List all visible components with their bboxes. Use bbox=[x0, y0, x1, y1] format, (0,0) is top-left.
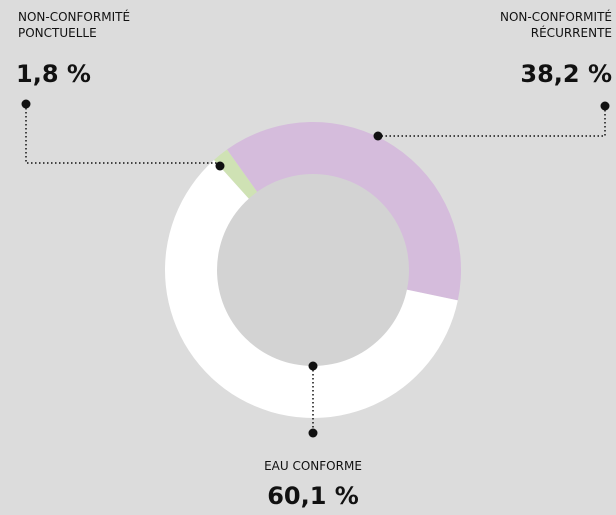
dot bbox=[215, 161, 225, 171]
dot bbox=[308, 361, 318, 371]
connectors bbox=[25, 104, 606, 433]
dot bbox=[600, 101, 610, 111]
value-label: 1,8 % bbox=[16, 60, 91, 88]
category-label: EAU CONFORME bbox=[264, 459, 362, 473]
donut-hole bbox=[217, 174, 409, 366]
connector bbox=[380, 106, 606, 137]
category-label: NON-CONFORMITÉ PONCTUELLE bbox=[18, 10, 131, 40]
value-label: 38,2 % bbox=[520, 60, 612, 88]
dot bbox=[373, 131, 383, 141]
connector-dots bbox=[21, 99, 610, 438]
dot bbox=[308, 428, 318, 438]
dot bbox=[21, 99, 31, 109]
value-label: 60,1 % bbox=[267, 482, 359, 510]
category-label: NON-CONFORMITÉ RÉCURRENTE bbox=[499, 10, 612, 40]
connector bbox=[25, 104, 220, 164]
